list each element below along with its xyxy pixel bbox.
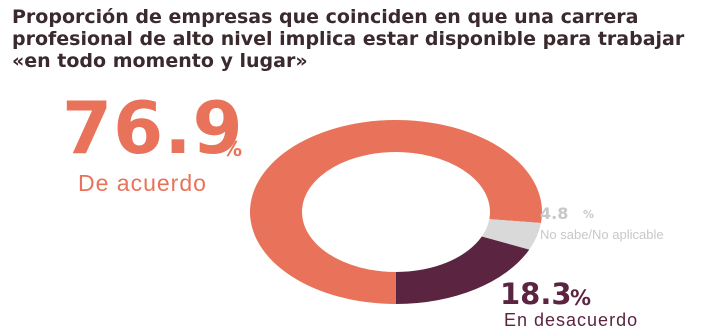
data-label-en-desacuerdo-unit: % [570,286,592,310]
slice-no-sabe [481,219,541,250]
data-label-de-acuerdo-unit: % [222,137,243,161]
slice-en-desacuerdo [396,236,530,304]
chart-title-line-3: «en todo momento y lugar» [12,50,308,72]
slice-de-acuerdo [250,120,543,304]
legend-label-en-desacuerdo: En desacuerdo [504,310,639,330]
chart-title: Proporción de empresas que coinciden en … [12,6,712,72]
chart-title-line-1: Proporción de empresas que coinciden en … [12,6,639,28]
data-label-no-sabe-unit: % [583,208,595,221]
chart-title-line-2: profesional de alto nivel implica estar … [12,28,685,50]
legend-label-no-sabe: No sabe/No aplicable [540,227,664,242]
data-label-no-sabe-value: 4.8 [540,204,569,223]
data-label-en-desacuerdo-value: 18.3 [500,277,572,311]
data-label-de-acuerdo-value: 76.9 [62,86,244,170]
legend-label-de-acuerdo: De acuerdo [78,170,207,196]
